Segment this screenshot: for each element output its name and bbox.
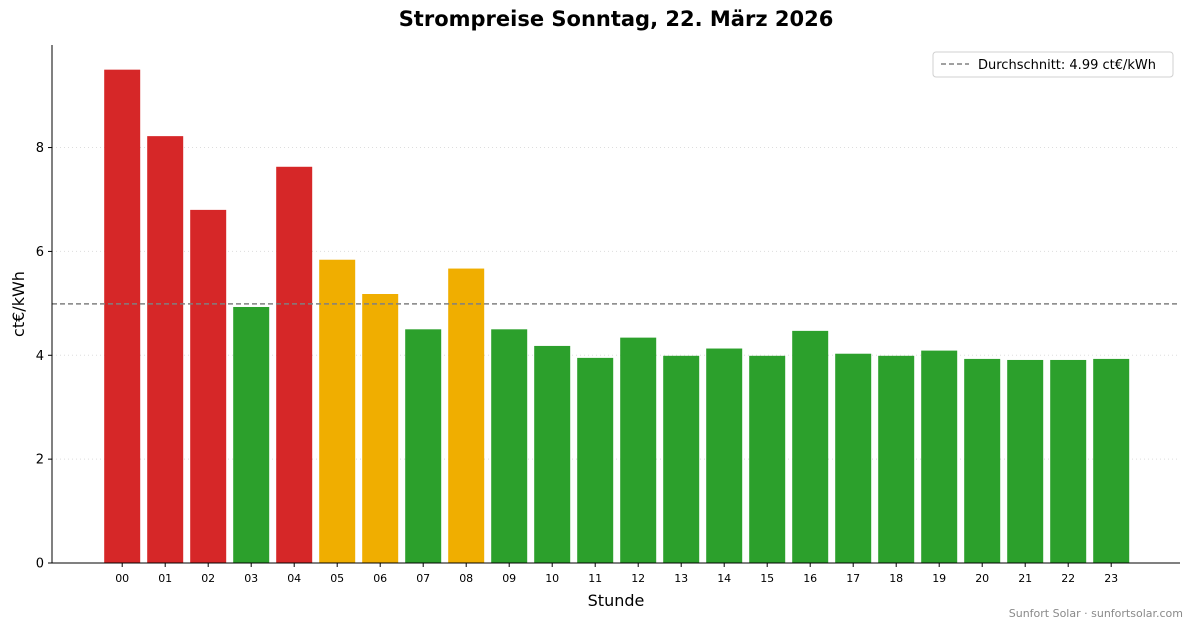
y-tick-label: 8 [36, 141, 44, 156]
x-tick-label: 22 [1061, 572, 1075, 585]
bar-07 [405, 329, 442, 563]
bar-01 [147, 136, 184, 563]
bar-17 [835, 353, 872, 563]
y-tick-label: 2 [36, 453, 44, 468]
y-tick-label: 0 [36, 557, 44, 572]
bar-03 [233, 306, 270, 563]
bar-05 [319, 259, 356, 563]
bar-21 [1007, 359, 1044, 563]
bars [104, 69, 1130, 564]
legend: Durchschnitt: 4.99 ct€/kWh [932, 51, 1174, 78]
x-tick-label: 21 [1018, 572, 1032, 585]
bar-19 [921, 350, 958, 563]
bar-06 [362, 294, 399, 563]
footer-credit: Sunfort Solar · sunfortsolar.com [1009, 607, 1183, 620]
bar-15 [749, 355, 786, 563]
bar-08 [448, 268, 485, 563]
legend-average-label: Durchschnitt: 4.99 ct€/kWh [978, 58, 1156, 73]
bar-16 [792, 330, 829, 563]
bar-12 [620, 337, 657, 563]
bar-22 [1050, 359, 1087, 563]
x-tick-label: 23 [1104, 572, 1118, 585]
x-tick-label: 01 [158, 572, 172, 585]
x-tick-label: 08 [459, 572, 473, 585]
x-tick-label: 16 [803, 572, 817, 585]
y-tick-label: 4 [36, 349, 44, 364]
x-tick-label: 10 [545, 572, 559, 585]
x-axis-label: Stunde [588, 591, 645, 610]
x-tick-label: 11 [588, 572, 602, 585]
bar-20 [964, 358, 1001, 563]
x-tick-label: 13 [674, 572, 688, 585]
x-tick-label: 07 [416, 572, 430, 585]
bar-14 [706, 348, 743, 563]
x-tick-label: 06 [373, 572, 387, 585]
x-tick-label: 00 [115, 572, 129, 585]
legend-box [932, 51, 1174, 78]
x-tick-label: 03 [244, 572, 258, 585]
x-tick-label: 20 [975, 572, 989, 585]
bar-02 [190, 209, 227, 563]
x-tick-label: 02 [201, 572, 215, 585]
y-tick-label: 6 [36, 245, 44, 260]
y-ticks: 0 2 4 6 8 [36, 141, 52, 572]
bar-11 [577, 357, 614, 563]
x-tick-label: 18 [889, 572, 903, 585]
bar-10 [534, 345, 571, 563]
x-tick-label: 05 [330, 572, 344, 585]
bar-13 [663, 355, 700, 563]
y-axis-label: ct€/kWh [9, 271, 28, 337]
bar-23 [1093, 358, 1130, 563]
bar-04 [276, 166, 313, 563]
bar-09 [491, 329, 528, 563]
x-tick-label: 17 [846, 572, 860, 585]
chart-title: Strompreise Sonntag, 22. März 2026 [399, 7, 834, 31]
bar-00 [104, 69, 141, 564]
x-tick-label: 14 [717, 572, 731, 585]
x-tick-label: 15 [760, 572, 774, 585]
x-tick-label: 04 [287, 572, 301, 585]
x-ticks: 00 01 02 03 04 05 06 07 08 09 10 11 12 13 14 15 16 17 18 19… [115, 563, 1118, 585]
x-tick-label: 12 [631, 572, 645, 585]
axes [51, 45, 1180, 564]
bar-18 [878, 355, 915, 563]
x-tick-label: 09 [502, 572, 516, 585]
x-tick-label: 19 [932, 572, 946, 585]
